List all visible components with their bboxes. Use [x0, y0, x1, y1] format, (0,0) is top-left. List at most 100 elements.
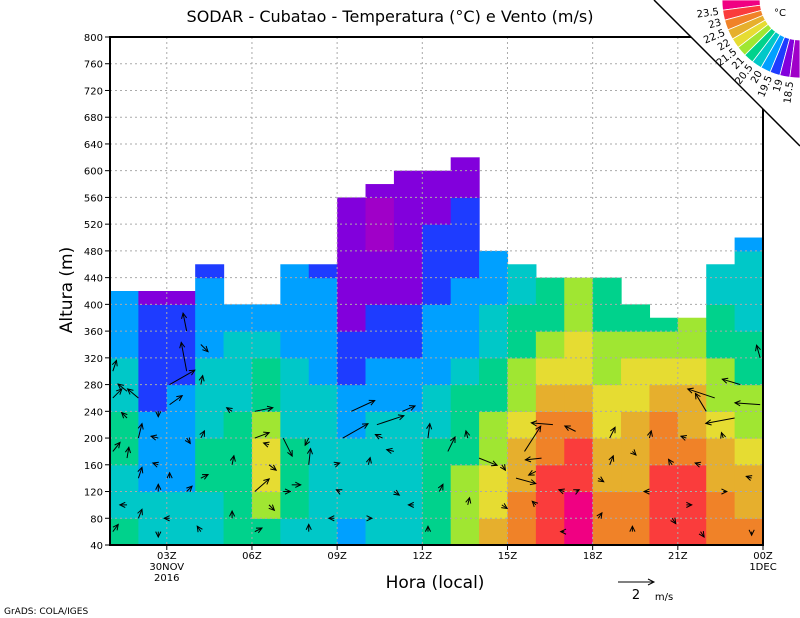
temperature-cell [592, 464, 622, 493]
temperature-cell [450, 331, 480, 359]
temperature-cell [393, 197, 423, 225]
temperature-cell [734, 411, 764, 439]
wind-vector-shaft [117, 383, 128, 392]
temperature-cell [479, 250, 509, 279]
wind-vector-shaft [531, 422, 553, 426]
temperature-cell [280, 304, 310, 332]
wind-vector [642, 488, 650, 495]
temperature-cell [592, 518, 622, 546]
wind-vector-arrowhead [407, 501, 415, 508]
temperature-cell [507, 277, 537, 305]
wind-vectors [111, 311, 761, 539]
wind-vector-arrowhead [679, 434, 687, 441]
wind-vector [407, 501, 415, 508]
wind-vector [402, 405, 417, 412]
wind-vector-shaft [200, 474, 209, 479]
temperature-cell [308, 411, 338, 439]
temperature-cell [337, 411, 367, 439]
temperature-cell [166, 411, 196, 439]
wind-vector-arrowhead [202, 474, 210, 480]
temperature-cell [621, 491, 651, 519]
temperature-cell [734, 384, 764, 412]
temperature-cell [166, 357, 196, 386]
wind-vector-arrowhead [667, 458, 674, 466]
wind-vector [149, 434, 159, 441]
y-tick-label: 520 [84, 220, 103, 231]
wind-vector-arrowhead [137, 422, 144, 430]
temperature-cell [337, 491, 367, 519]
temperature-cell [422, 250, 452, 279]
wind-vector-shaft [342, 423, 369, 439]
temperature-cell [195, 304, 225, 332]
wind-vector-arrowhead [686, 501, 693, 508]
temperature-cell [337, 518, 367, 546]
temperature-cell [621, 331, 651, 359]
temperature-cell [422, 438, 452, 466]
wind-vector [342, 423, 370, 439]
wind-vector-shaft [112, 388, 123, 399]
wind-vector-shaft [254, 478, 270, 492]
temperature-cell [706, 304, 736, 332]
y-tick-label: 720 [84, 86, 103, 97]
temperature-cell [621, 518, 651, 546]
temperature-cell [450, 170, 480, 199]
temperature-cell [450, 224, 480, 252]
temperature-cell [308, 277, 338, 305]
wind-vector-arrowhead [287, 450, 293, 458]
temperature-cell [138, 518, 168, 546]
wind-vector-shaft [447, 436, 456, 452]
wind-vector-shaft [254, 407, 273, 412]
temperature-cell [564, 491, 594, 519]
wind-vector [137, 466, 144, 479]
wind-vector-arrowhead [295, 481, 302, 488]
temperature-cell [422, 384, 452, 412]
temperature-cell [450, 357, 480, 386]
wind-vector [291, 481, 302, 488]
wind-vector-shaft [687, 388, 715, 399]
temperature-cell [308, 518, 338, 546]
wind-vector-shaft [121, 412, 128, 419]
wind-vector-arrowhead [117, 383, 124, 390]
temperature-cell [251, 411, 281, 439]
temperature-cell [365, 304, 395, 332]
temperature-cell [337, 250, 367, 279]
wind-vector-shaft [376, 415, 405, 426]
wind-vector [365, 456, 372, 465]
temperature-cell [621, 411, 651, 439]
temperature-cell [393, 518, 423, 546]
wind-vector [515, 477, 537, 486]
y-tick-label: 200 [84, 434, 103, 445]
temperature-cell [393, 304, 423, 332]
wind-vector-arrowhead [694, 461, 702, 468]
wind-vector-shaft [200, 430, 205, 439]
temperature-cell [564, 411, 594, 439]
temperature-cell [365, 224, 395, 252]
temperature-cell [138, 291, 168, 305]
wind-vector-shaft [375, 434, 383, 439]
wind-vector [721, 377, 741, 386]
y-axis-label: Altura (m) [57, 247, 77, 333]
temperature-cell [535, 277, 565, 305]
temperature-cell [450, 464, 480, 493]
temperature-cell [564, 518, 594, 546]
x-tick-sub1: 1DEC [749, 562, 776, 573]
wind-vector-shaft [427, 423, 431, 439]
wind-vector-arrowhead [365, 456, 372, 464]
wind-vector-arrowhead [202, 345, 209, 353]
wind-vector [559, 528, 567, 535]
wind-vector [254, 405, 274, 412]
wind-vector [120, 411, 128, 419]
temperature-cell [365, 184, 395, 199]
wind-vector [694, 392, 707, 412]
temperature-cell [507, 464, 537, 493]
wind-vector-arrowhead [529, 479, 537, 486]
temperature-cell [479, 518, 509, 546]
temperature-cell [507, 411, 537, 439]
wind-vector [698, 531, 705, 538]
wind-vector-arrowhead [524, 456, 532, 463]
temperature-cell [393, 250, 423, 279]
wind-vector-shaft [137, 467, 143, 479]
wind-vector-shaft [282, 437, 293, 457]
wind-vector-arrowhead [120, 411, 128, 419]
legend-swatch [789, 39, 800, 79]
